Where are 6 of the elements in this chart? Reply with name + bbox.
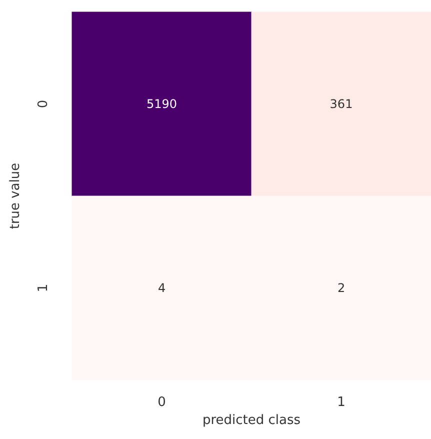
x-axis-title: predicted class — [202, 412, 301, 428]
data-label: 361 — [330, 97, 353, 111]
y-axis-title: true value — [8, 162, 23, 230]
data-label: 2 — [337, 281, 346, 295]
data-label: 5190 — [146, 97, 178, 111]
data-label: 4 — [158, 281, 166, 295]
